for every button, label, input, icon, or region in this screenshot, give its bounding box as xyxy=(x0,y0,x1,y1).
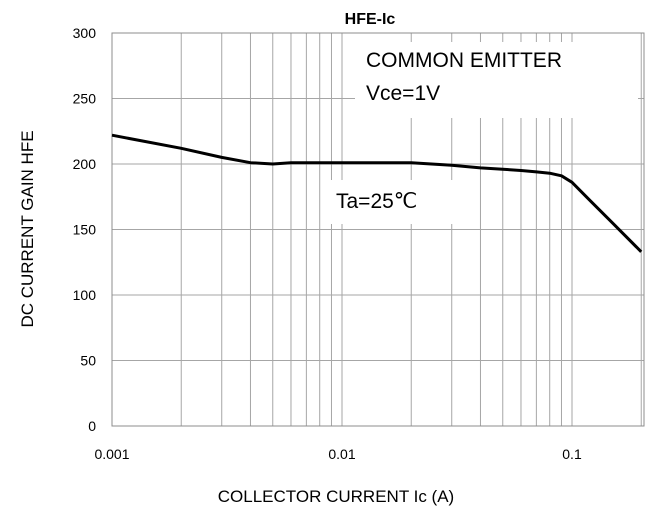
annotation-vce: Vce=1V xyxy=(366,82,440,105)
x-tick-label: 0.1 xyxy=(562,446,582,462)
y-axis-title: DC CURRENT GAIN HFE xyxy=(18,130,37,327)
y-axis: 0 50 100 150 200 250 300 xyxy=(73,25,97,434)
x-tick-label: 0.001 xyxy=(94,446,129,462)
y-tick-label: 100 xyxy=(73,287,97,303)
y-tick-label: 50 xyxy=(80,353,96,369)
annotation-temperature: Ta=25℃ xyxy=(336,190,417,213)
annotation-box-emitter xyxy=(355,42,638,118)
series-line-hfe xyxy=(111,133,643,253)
plot-area-border xyxy=(111,32,645,427)
x-axis: 0.001 0.01 0.1 xyxy=(94,446,581,462)
x-tick-label: 0.01 xyxy=(328,446,355,462)
annotation-common-emitter: COMMON EMITTER xyxy=(366,49,562,72)
annotation-box-temperature xyxy=(330,180,455,224)
y-tick-label: 150 xyxy=(73,222,97,238)
chart-title: HFE-Ic xyxy=(345,11,396,28)
y-tick-label: 250 xyxy=(73,91,97,107)
y-tick-label: 200 xyxy=(73,156,97,172)
x-axis-title: COLLECTOR CURRENT Ic (A) xyxy=(218,487,454,506)
y-tick-label: 0 xyxy=(88,418,96,434)
y-tick-label: 300 xyxy=(73,25,97,41)
